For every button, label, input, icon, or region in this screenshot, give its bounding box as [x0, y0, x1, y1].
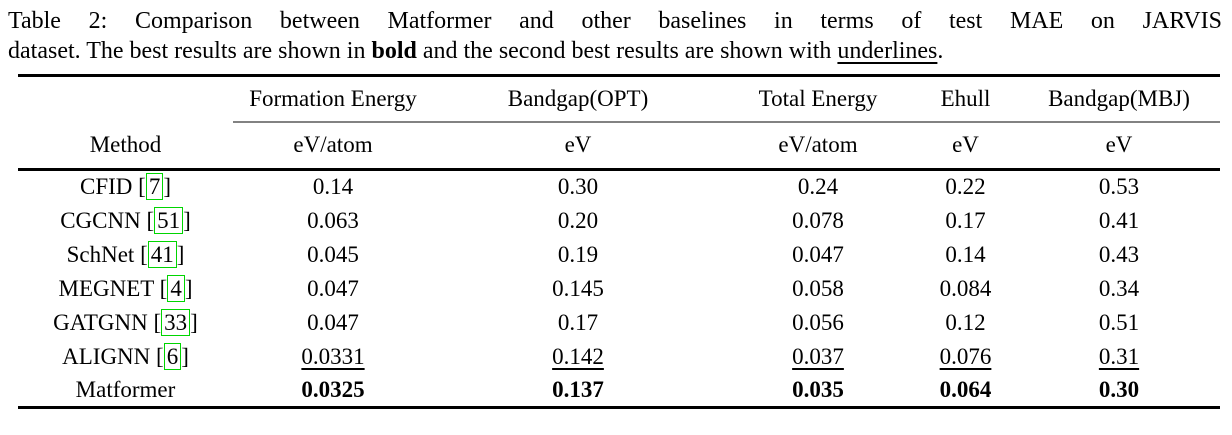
value-cell: 0.17	[557, 309, 599, 335]
value-cell: 0.0325	[301, 376, 365, 402]
method-name: GATGNN	[53, 309, 148, 335]
method-cell: CGCNN [51]	[18, 204, 233, 238]
table-row-alignn: ALIGNN [6] 0.0331 0.142 0.037 0.076 0.31	[18, 340, 1220, 374]
citation-link[interactable]: 33	[161, 308, 191, 336]
caption-line-1: Table 2: Comparison between Matformer an…	[8, 6, 1222, 36]
value-cell: 0.142	[552, 343, 604, 369]
results-table: Formation Energy Bandgap(OPT) Total Ener…	[18, 74, 1220, 409]
method-cell: GATGNN [33]	[18, 306, 233, 340]
value-cell: 0.056	[792, 309, 844, 335]
value-cell: 0.19	[557, 241, 599, 267]
cite-bracket-close: ]	[176, 241, 185, 267]
unit-bandgap-mbj: eV	[1018, 121, 1220, 171]
value-cell: 0.20	[557, 207, 599, 233]
value-cell: 0.078	[792, 207, 844, 233]
cite-bracket-open: [	[153, 309, 162, 335]
cite-bracket-open: [	[146, 207, 155, 233]
value-cell: 0.51	[1098, 309, 1140, 335]
table-caption: Table 2: Comparison between Matformer an…	[8, 6, 1222, 66]
value-cell: 0.047	[307, 275, 359, 301]
value-cell: 0.53	[1098, 174, 1140, 200]
col-header-bandgap-opt: Bandgap(OPT)	[433, 75, 723, 123]
value-cell: 0.047	[792, 241, 844, 267]
col-header-ehull: Ehull	[913, 75, 1018, 123]
value-cell: 0.0331	[301, 343, 365, 369]
caption-text-2b: and the second best results are shown wi…	[416, 38, 838, 64]
unit-total-energy: eV/atom	[723, 121, 913, 171]
table-row-cfid: CFID [7] 0.14 0.30 0.24 0.22 0.53	[18, 170, 1220, 204]
value-cell: 0.063	[307, 207, 359, 233]
col-header-formation-energy: Formation Energy	[233, 75, 433, 123]
caption-line-2: dataset. The best results are shown in b…	[8, 36, 1222, 66]
col-header-bandgap-mbj: Bandgap(MBJ)	[1018, 75, 1220, 123]
cite-bracket-close: ]	[190, 309, 198, 335]
value-cell: 0.035	[792, 376, 844, 402]
unit-formation-energy: eV/atom	[233, 121, 433, 171]
empty-header-cell	[18, 76, 233, 122]
value-cell: 0.058	[792, 275, 844, 301]
value-cell: 0.137	[552, 376, 604, 402]
cite-bracket-close: ]	[184, 275, 193, 301]
caption-text-2a: dataset. The best results are shown in	[8, 38, 372, 64]
method-cell: ALIGNN [6]	[18, 340, 233, 374]
method-cell: Matformer	[18, 374, 233, 408]
method-header: Method	[18, 121, 233, 171]
caption-text-1: Comparison between Matformer and other b…	[134, 8, 1223, 34]
citation-link[interactable]: 51	[154, 206, 184, 234]
value-cell: 0.12	[945, 309, 986, 335]
method-cell: CFID [7]	[18, 170, 233, 204]
value-cell: 0.064	[939, 376, 992, 402]
cite-bracket-close: ]	[163, 174, 171, 200]
cite-bracket-open: [	[156, 343, 164, 369]
cite-bracket-close: ]	[183, 207, 191, 233]
cite-bracket-open: [	[140, 241, 148, 267]
method-name: CGCNN	[60, 207, 141, 233]
caption-bold-word: bold	[371, 38, 417, 64]
citation-link[interactable]: 7	[145, 173, 164, 201]
method-name: MEGNET	[58, 275, 154, 301]
table-row-matformer: Matformer 0.0325 0.137 0.035 0.064 0.30	[18, 374, 1220, 408]
value-cell: 0.045	[307, 241, 359, 267]
value-cell: 0.145	[552, 275, 604, 301]
cite-bracket-open: [	[138, 174, 146, 200]
value-cell: 0.14	[312, 174, 354, 200]
value-cell: 0.31	[1098, 343, 1140, 369]
unit-bandgap-opt: eV	[433, 121, 723, 171]
citation-link[interactable]: 4	[167, 274, 185, 302]
method-cell: SchNet [41]	[18, 238, 233, 272]
cite-bracket-open: [	[159, 275, 168, 301]
value-cell: 0.24	[797, 174, 839, 200]
value-cell: 0.084	[939, 275, 992, 301]
value-cell: 0.41	[1098, 207, 1140, 233]
citation-link[interactable]: 41	[147, 240, 177, 268]
caption-underlined-word: underlines	[837, 38, 938, 64]
column-group-header-row: Formation Energy Bandgap(OPT) Total Ener…	[18, 75, 1220, 123]
citation-link[interactable]: 6	[163, 342, 182, 370]
value-cell: 0.14	[945, 241, 986, 267]
method-cell: MEGNET [4]	[18, 272, 233, 306]
value-cell: 0.076	[939, 343, 992, 369]
value-cell: 0.047	[307, 309, 359, 335]
caption-table-label: Table 2:	[8, 8, 108, 34]
table-row-megnet: MEGNET [4] 0.047 0.145 0.058 0.084 0.34	[18, 272, 1220, 306]
col-header-total-energy: Total Energy	[723, 75, 913, 123]
table-row-cgcnn: CGCNN [51] 0.063 0.20 0.078 0.17 0.41	[18, 204, 1220, 238]
value-cell: 0.43	[1098, 241, 1140, 267]
value-cell: 0.037	[792, 343, 844, 369]
method-name: CFID	[80, 174, 133, 200]
value-cell: 0.34	[1098, 275, 1140, 301]
value-cell: 0.22	[945, 174, 986, 200]
cite-bracket-close: ]	[181, 343, 189, 369]
value-cell: 0.17	[945, 207, 986, 233]
method-name: SchNet	[66, 241, 135, 267]
value-cell: 0.30	[557, 174, 599, 200]
caption-text-2end: .	[937, 38, 944, 64]
value-cell: 0.30	[1098, 376, 1140, 402]
unit-header-row: Method eV/atom eV eV/atom eV eV	[18, 121, 1220, 171]
method-name: Matformer	[75, 376, 176, 402]
table-row-schnet: SchNet [41] 0.045 0.19 0.047 0.14 0.43	[18, 238, 1220, 272]
method-name: ALIGNN	[62, 343, 151, 369]
table-row-gatgnn: GATGNN [33] 0.047 0.17 0.056 0.12 0.51	[18, 306, 1220, 340]
unit-ehull: eV	[913, 121, 1018, 171]
